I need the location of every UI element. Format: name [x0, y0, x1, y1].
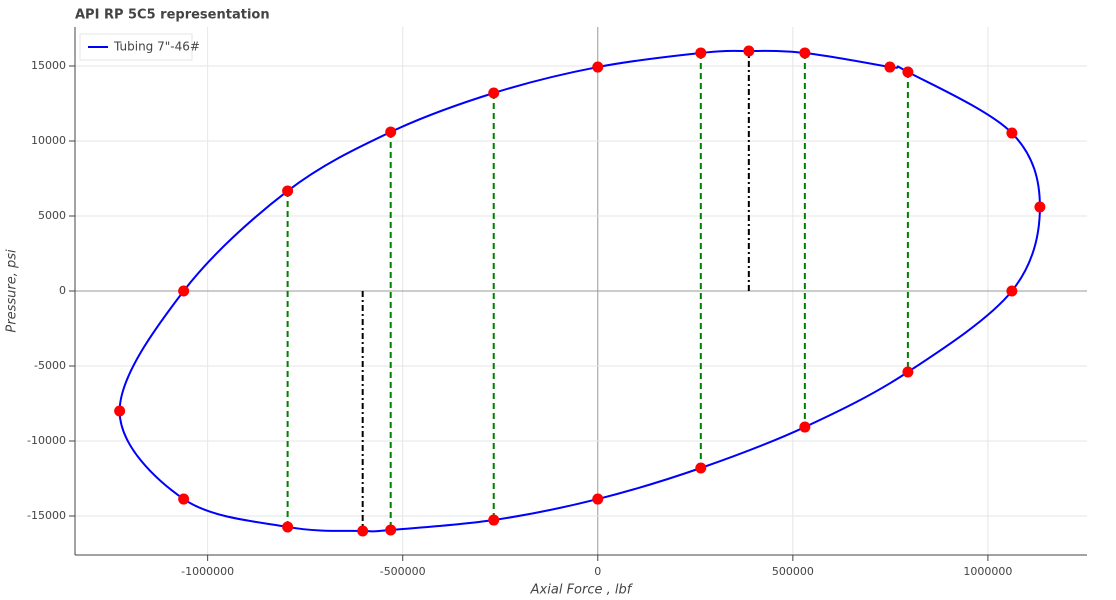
marker	[488, 514, 500, 526]
marker	[902, 66, 914, 78]
marker	[695, 462, 707, 474]
marker	[592, 493, 604, 505]
marker	[357, 525, 369, 537]
marker	[1006, 127, 1018, 139]
x-tick-label: 500000	[772, 565, 814, 578]
marker	[282, 185, 294, 197]
legend: Tubing 7"-46#	[79, 33, 200, 61]
marker	[385, 126, 397, 138]
marker	[114, 405, 126, 417]
y-axis-label: Pressure, psi	[5, 249, 20, 333]
y-tick-label: 5000	[38, 209, 66, 222]
marker	[178, 285, 190, 297]
x-tick-label: -1000000	[181, 565, 234, 578]
marker	[902, 366, 914, 378]
marker	[385, 524, 397, 536]
marker	[282, 521, 294, 533]
marker	[1034, 201, 1046, 213]
x-tick-label: -500000	[380, 565, 426, 578]
marker	[592, 61, 604, 73]
marker	[799, 47, 811, 59]
marker	[1006, 285, 1018, 297]
x-axis-label: Axial Force , lbf	[530, 583, 634, 598]
marker	[799, 421, 811, 433]
x-tick-label: 0	[594, 565, 601, 578]
chart-title: API RP 5C5 representation	[75, 8, 270, 23]
y-tick-label: -10000	[27, 434, 66, 447]
marker	[488, 87, 500, 99]
y-tick-label: -15000	[27, 509, 66, 522]
legend-label: Tubing 7"-46#	[113, 40, 200, 54]
marker	[695, 47, 707, 59]
y-tick-label: 10000	[31, 134, 66, 147]
x-tick-label: 1000000	[963, 565, 1012, 578]
y-tick-label: -5000	[34, 359, 66, 372]
series-line	[118, 49, 1041, 533]
marker	[178, 493, 190, 505]
marker	[743, 45, 755, 57]
y-tick-label: 15000	[31, 59, 66, 72]
y-tick-label: 0	[59, 284, 66, 297]
marker	[884, 61, 896, 73]
